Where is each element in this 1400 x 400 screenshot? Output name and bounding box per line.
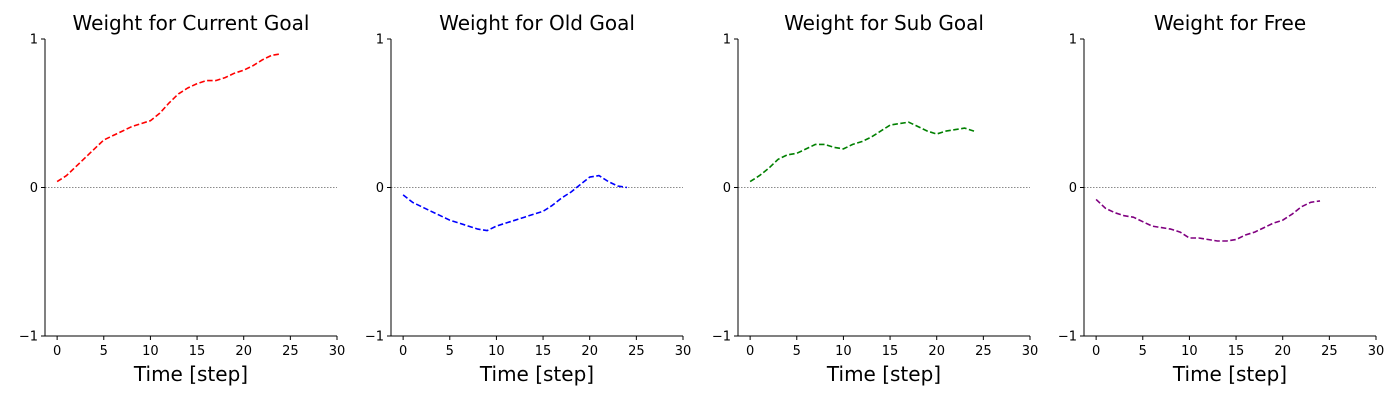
y-tick-label: 0 [1069,181,1077,196]
y-tick-label: −1 [712,330,731,345]
x-tick-label: 20 [581,344,598,359]
y-tick-label: 1 [30,33,38,48]
x-tick-label: 25 [628,344,645,359]
y-tick-label: −1 [1058,330,1077,345]
y-tick-label: −1 [19,330,38,345]
y-tick-label: 1 [1069,33,1077,48]
y-tick-label: 0 [723,181,731,196]
chart-title: Weight for Current Goal [73,11,310,35]
x-tick-label: 10 [142,344,159,359]
x-tick-label: 5 [446,344,454,359]
x-tick-label: 15 [1228,344,1245,359]
x-tick-label: 10 [835,344,852,359]
x-tick-label: 10 [1181,344,1198,359]
x-axis-label: Time [step] [1172,362,1287,386]
x-tick-label: 25 [282,344,299,359]
x-tick-label: 0 [53,344,61,359]
x-tick-label: 30 [1368,344,1385,359]
chart-title: Weight for Sub Goal [784,11,984,35]
series-line-1 [1095,198,1321,242]
x-tick-label: 20 [1274,344,1291,359]
y-tick-label: 1 [723,33,731,48]
series-line-1 [749,121,975,183]
x-tick-label: 20 [235,344,252,359]
x-tick-label: 5 [100,344,108,359]
x-tick-label: 0 [399,344,407,359]
x-axis-label: Time [step] [826,362,941,386]
x-tick-label: 15 [189,344,206,359]
chart-title: Weight for Free [1154,11,1306,35]
series-line-1 [402,174,628,232]
y-tick-label: −1 [365,330,384,345]
x-axis-label: Time [step] [133,362,248,386]
x-tick-label: 0 [746,344,754,359]
x-tick-label: 25 [1321,344,1338,359]
y-tick-label: 0 [376,181,384,196]
chart-title: Weight for Old Goal [439,11,635,35]
x-tick-label: 30 [675,344,692,359]
x-tick-label: 10 [488,344,505,359]
x-tick-label: 30 [329,344,346,359]
x-tick-label: 25 [975,344,992,359]
x-tick-label: 15 [535,344,552,359]
x-tick-label: 15 [882,344,899,359]
x-tick-label: 5 [793,344,801,359]
y-tick-label: 0 [30,181,38,196]
y-tick-label: 1 [376,33,384,48]
x-tick-label: 5 [1139,344,1147,359]
x-axis-label: Time [step] [479,362,594,386]
x-tick-label: 20 [928,344,945,359]
x-tick-label: 30 [1022,344,1039,359]
series-line-1 [56,53,282,183]
x-tick-label: 0 [1092,344,1100,359]
